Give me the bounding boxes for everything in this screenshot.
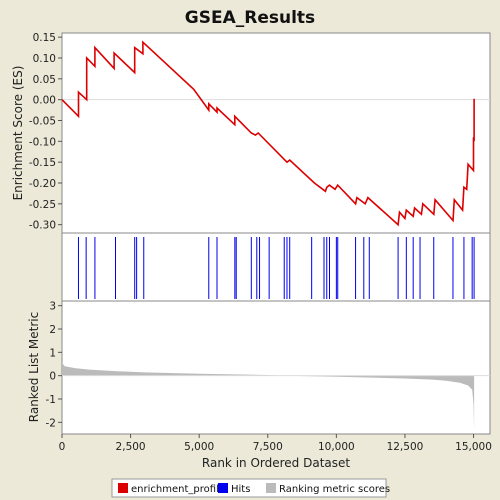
- hits-panel: [61, 232, 491, 302]
- es-y-tick-label: -0.15: [29, 157, 56, 169]
- rank-y-ticks: 3 2 1 0 -1 -2: [46, 301, 62, 429]
- legend-label: Hits: [231, 484, 250, 495]
- legend-label: enrichment_profile: [131, 484, 225, 495]
- rank-y-tick-label: -1: [46, 394, 56, 406]
- hit-markers: [77, 237, 475, 299]
- legend-swatch: [118, 483, 128, 493]
- es-y-tick-label: 0.10: [33, 53, 56, 65]
- enrichment-profile-line: [61, 40, 475, 227]
- legend: enrichment_profile Hits Ranking metric sco…: [111, 478, 390, 498]
- es-y-tick-label: -0.10: [29, 136, 56, 148]
- rank-y-tick-label: 3: [49, 301, 56, 313]
- rank-y-tick-label: 0: [49, 371, 56, 383]
- ranking-panel: 3 2 1 0 -1 -2 Ranked List Metric: [27, 300, 491, 435]
- x-tick-label: 0: [59, 441, 66, 453]
- rank-y-tick-label: -2: [46, 417, 56, 429]
- rank-y-tick-label: 1: [49, 347, 56, 359]
- es-y-tick-label: 0.00: [33, 95, 56, 107]
- es-y-tick-label: -0.05: [29, 116, 56, 128]
- x-tick-label: 15,000: [455, 441, 492, 453]
- x-ticks: 0 2,500 5,000 7,500 10,000 12,500 15,000: [59, 434, 492, 453]
- chart-title: GSEA_Results: [185, 8, 315, 28]
- legend-swatch: [266, 483, 276, 493]
- rank-y-tick-label: 2: [49, 324, 56, 336]
- enrichment-panel: 0.15 0.10 0.05 0.00 -0.05 -0.10 -0.15 -0.20 -0.2…: [11, 32, 491, 234]
- es-y-tick-label: -0.25: [29, 199, 56, 211]
- ranking-plot-area: [61, 300, 491, 435]
- legend-swatch: [218, 483, 228, 493]
- hits-plot-area: [61, 232, 491, 302]
- x-tick-label: 2,500: [116, 441, 146, 453]
- enrichment-plot-area: [61, 32, 491, 234]
- x-axis-title: Rank in Ordered Dataset: [202, 456, 350, 470]
- es-y-tick-label: -0.20: [29, 178, 56, 190]
- legend-label: Ranking metric scores: [279, 484, 390, 495]
- es-y-ticks: 0.15 0.10 0.05 0.00 -0.05 -0.10 -0.15 -0.20 -0.2…: [29, 32, 62, 232]
- es-y-tick-label: 0.05: [33, 74, 56, 86]
- legend-box: [111, 478, 387, 498]
- es-y-tick-label: 0.15: [33, 32, 56, 44]
- es-y-tick-label: -0.30: [29, 220, 56, 232]
- x-tick-label: 10,000: [318, 441, 355, 453]
- x-tick-label: 5,000: [184, 441, 214, 453]
- x-tick-label: 7,500: [253, 441, 283, 453]
- es-y-axis-title: Enrichment Score (ES): [11, 66, 25, 201]
- x-tick-label: 12,500: [387, 441, 424, 453]
- rank-y-axis-title: Ranked List Metric: [27, 312, 41, 422]
